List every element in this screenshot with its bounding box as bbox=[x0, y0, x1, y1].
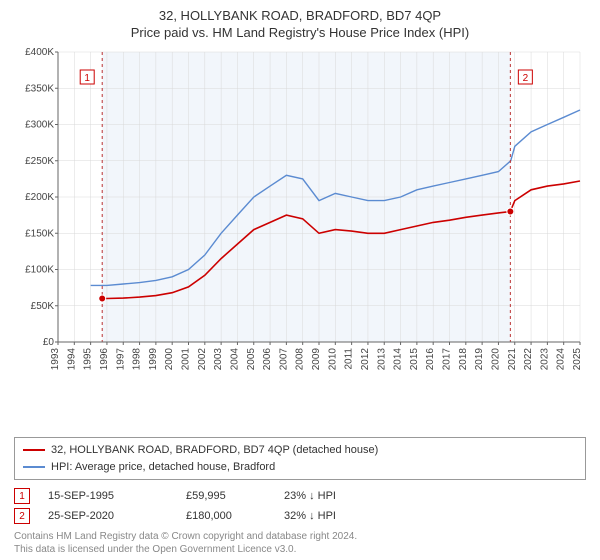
svg-text:1995: 1995 bbox=[83, 348, 94, 371]
legend-label: 32, HOLLYBANK ROAD, BRADFORD, BD7 4QP (d… bbox=[51, 442, 378, 459]
footer-line: This data is licensed under the Open Gov… bbox=[14, 543, 586, 556]
svg-text:£200K: £200K bbox=[25, 192, 54, 203]
legend-swatch bbox=[23, 449, 45, 451]
svg-text:£250K: £250K bbox=[25, 156, 54, 167]
svg-text:2023: 2023 bbox=[539, 348, 550, 371]
svg-text:2003: 2003 bbox=[213, 348, 224, 371]
svg-text:2008: 2008 bbox=[295, 348, 306, 371]
sale-price: £180,000 bbox=[186, 510, 266, 522]
svg-text:2010: 2010 bbox=[327, 348, 338, 371]
svg-text:2019: 2019 bbox=[474, 348, 485, 371]
svg-text:£150K: £150K bbox=[25, 228, 54, 239]
svg-text:1993: 1993 bbox=[50, 348, 61, 371]
svg-text:2007: 2007 bbox=[278, 348, 289, 371]
svg-text:1: 1 bbox=[84, 73, 90, 84]
svg-text:2001: 2001 bbox=[181, 348, 192, 371]
page-title: 32, HOLLYBANK ROAD, BRADFORD, BD7 4QP bbox=[14, 8, 586, 23]
svg-text:2009: 2009 bbox=[311, 348, 322, 371]
legend-item: 32, HOLLYBANK ROAD, BRADFORD, BD7 4QP (d… bbox=[23, 442, 577, 459]
svg-text:2012: 2012 bbox=[360, 348, 371, 371]
page-subtitle: Price paid vs. HM Land Registry's House … bbox=[14, 25, 586, 40]
svg-text:2013: 2013 bbox=[376, 348, 387, 371]
svg-text:2004: 2004 bbox=[229, 348, 240, 371]
svg-text:2002: 2002 bbox=[197, 348, 208, 371]
svg-text:2022: 2022 bbox=[523, 348, 534, 371]
legend: 32, HOLLYBANK ROAD, BRADFORD, BD7 4QP (d… bbox=[14, 437, 586, 480]
svg-text:2000: 2000 bbox=[164, 348, 175, 371]
footer-line: Contains HM Land Registry data © Crown c… bbox=[14, 530, 586, 543]
sale-delta: 23% ↓ HPI bbox=[284, 490, 364, 502]
svg-text:2014: 2014 bbox=[393, 348, 404, 371]
svg-text:1996: 1996 bbox=[99, 348, 110, 371]
svg-text:£0: £0 bbox=[43, 337, 55, 348]
svg-text:2020: 2020 bbox=[490, 348, 501, 371]
svg-text:£100K: £100K bbox=[25, 265, 54, 276]
sale-price: £59,995 bbox=[186, 490, 266, 502]
svg-text:2021: 2021 bbox=[507, 348, 518, 371]
svg-text:2: 2 bbox=[523, 73, 529, 84]
svg-text:£400K: £400K bbox=[25, 47, 54, 58]
svg-text:1998: 1998 bbox=[132, 348, 143, 371]
legend-swatch bbox=[23, 466, 45, 468]
marker-badge: 1 bbox=[14, 488, 30, 504]
sale-date: 15-SEP-1995 bbox=[48, 490, 168, 502]
table-row: 2 25-SEP-2020 £180,000 32% ↓ HPI bbox=[14, 506, 586, 526]
svg-text:1997: 1997 bbox=[115, 348, 126, 371]
svg-text:2005: 2005 bbox=[246, 348, 257, 371]
sale-date: 25-SEP-2020 bbox=[48, 510, 168, 522]
svg-text:2024: 2024 bbox=[556, 348, 567, 371]
legend-label: HPI: Average price, detached house, Brad… bbox=[51, 459, 275, 476]
svg-text:2025: 2025 bbox=[572, 348, 583, 371]
svg-text:2016: 2016 bbox=[425, 348, 436, 371]
svg-text:£300K: £300K bbox=[25, 120, 54, 131]
svg-text:£350K: £350K bbox=[25, 83, 54, 94]
svg-text:1999: 1999 bbox=[148, 348, 159, 371]
svg-text:2015: 2015 bbox=[409, 348, 420, 371]
legend-item: HPI: Average price, detached house, Brad… bbox=[23, 459, 577, 476]
footer: Contains HM Land Registry data © Crown c… bbox=[14, 530, 586, 556]
svg-text:2006: 2006 bbox=[262, 348, 273, 371]
table-row: 1 15-SEP-1995 £59,995 23% ↓ HPI bbox=[14, 486, 586, 506]
svg-text:1994: 1994 bbox=[66, 348, 77, 371]
marker-badge: 2 bbox=[14, 508, 30, 524]
sale-delta: 32% ↓ HPI bbox=[284, 510, 364, 522]
sales-table: 1 15-SEP-1995 £59,995 23% ↓ HPI 2 25-SEP-2020… bbox=[14, 486, 586, 526]
chart: 1 2 £0 £50K £100K £150K £200K £250K £300K £350K £4… bbox=[14, 46, 586, 431]
svg-text:£50K: £50K bbox=[31, 301, 55, 312]
svg-text:2011: 2011 bbox=[344, 348, 355, 370]
svg-text:2017: 2017 bbox=[442, 348, 453, 371]
svg-text:2018: 2018 bbox=[458, 348, 469, 371]
